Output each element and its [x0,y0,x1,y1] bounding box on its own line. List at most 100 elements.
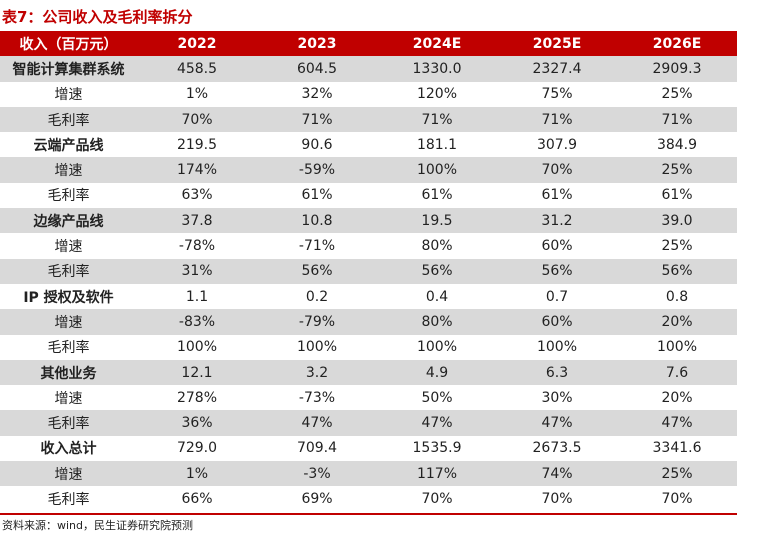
table-cell: 47% [497,410,617,436]
table-cell: 60% [541,238,573,255]
table-row: 毛利率 36% 47% 47% 47% 47% [0,410,737,436]
table-cell: 56% [497,258,617,284]
row-label: 智能计算集群系统 [0,56,137,82]
table-row: 增速 1% 32% 120% 75% 25% [0,82,737,107]
table-cell: 25% [661,238,693,255]
table-cell: -3% [257,461,377,487]
table-cell: 3.2 [257,359,377,386]
table-cell: 729.0 [176,440,218,457]
table-cell: 6.3 [497,359,617,386]
table-cell: 61% [301,187,333,204]
table-cell: 63% [181,187,213,204]
table-cell: 75% [541,86,573,103]
table-cell: 1330.0 [377,56,497,82]
table-cell: 1% [137,461,257,487]
table-cell: 12.1 [137,359,257,386]
table-cell: 10.8 [257,208,377,234]
table-row: 其他业务 12.1 3.2 4.9 6.3 7.6 [0,359,737,386]
table-cell: -73% [298,389,336,406]
table-cell: 2909.3 [617,56,737,82]
table-cell: 100% [536,339,578,356]
table-cell: 384.9 [656,136,698,153]
table-cell: 61% [661,187,693,204]
table-cell: 70% [421,490,453,507]
table-cell: 74% [497,461,617,487]
table-cell: 80% [377,309,497,335]
row-label: 增速 [0,461,137,487]
table-cell: 90.6 [301,136,333,153]
table-cell: 61% [541,187,573,204]
table-cell: 80% [421,238,453,255]
table-cell: 458.5 [137,56,257,82]
header-cell: 2026E [617,31,737,57]
row-label: 毛利率 [47,188,90,205]
table-cell: 50% [421,389,453,406]
table-cell: 36% [137,410,257,436]
row-label: 云端产品线 [33,137,104,154]
table-row: 智能计算集群系统 458.5 604.5 1330.0 2327.4 2909.3 [0,56,737,82]
table-cell: 100% [656,339,698,356]
row-label: 毛利率 [0,106,137,133]
table-cell: -71% [298,238,336,255]
header-row: 收入（百万元） 2022 2023 2024E 2025E 2026E [0,31,737,57]
table-cell: 100% [296,339,338,356]
table-cell: 56% [617,258,737,284]
table-cell: 47% [617,410,737,436]
table-cell: 120% [416,86,458,103]
table-cell: 0.8 [665,288,689,305]
table-cell: -59% [257,157,377,183]
header-cell: 2022 [137,31,257,57]
row-label: 边缘产品线 [0,208,137,234]
table-cell: 100% [377,157,497,183]
table-cell: 25% [617,157,737,183]
table-cell: 47% [257,410,377,436]
table-cell: 69% [301,490,333,507]
table-body: 智能计算集群系统 458.5 604.5 1330.0 2327.4 2909.3 增速 1%… [0,56,737,511]
table-cell: 30% [541,389,573,406]
table-cell: 3341.6 [652,440,702,457]
table-cell: 1% [185,86,209,103]
table-cell: 2327.4 [497,56,617,82]
revenue-margin-table: 收入（百万元） 2022 2023 2024E 2025E 2026E 智能计算… [0,31,737,512]
table-cell: 70% [497,157,617,183]
table-cell: 100% [176,339,218,356]
table-cell: 25% [661,86,693,103]
table-row: IP 授权及软件 1.1 0.2 0.4 0.7 0.8 [0,284,737,309]
table-cell: 4.9 [377,359,497,386]
table-cell: 19.5 [377,208,497,234]
table-cell: 39.0 [617,208,737,234]
table-cell: 0.2 [305,288,329,305]
table-row: 毛利率 70% 71% 71% 71% 71% [0,106,737,133]
header-cell: 收入（百万元） [0,31,137,57]
source-note: 资料来源：wind，民生证券研究院预测 [2,519,194,532]
table-cell: 174% [137,157,257,183]
table-cell: 1.1 [185,288,209,305]
table-row: 收入总计 729.0 709.4 1535.9 2673.5 3341.6 [0,436,737,461]
row-label: 增速 [54,239,83,256]
table-cell: 307.9 [536,136,578,153]
row-label: 其他业务 [0,359,137,386]
row-label: 增速 [54,390,83,407]
table-row: 增速 1% -3% 117% 74% 25% [0,461,737,487]
row-label: 增速 [0,309,137,335]
table-cell: 25% [617,461,737,487]
table-row: 边缘产品线 37.8 10.8 19.5 31.2 39.0 [0,208,737,234]
table-cell: 31% [137,258,257,284]
table-cell: 709.4 [296,440,338,457]
row-label: 毛利率 [0,410,137,436]
table-row: 增速 -78% -71% 80% 60% 25% [0,233,737,258]
table-row: 毛利率 100% 100% 100% 100% 100% [0,335,737,360]
table-cell: 219.5 [176,136,218,153]
table-cell: 70% [661,490,693,507]
table-cell: 0.4 [425,288,449,305]
table-cell: 70% [137,106,257,133]
table-row: 毛利率 66% 69% 70% 70% 70% [0,486,737,511]
table-cell: 32% [301,86,333,103]
table-cell: 71% [617,106,737,133]
table-cell: 117% [377,461,497,487]
table-row: 增速 278% -73% 50% 30% 20% [0,385,737,410]
table-row: 增速 -83% -79% 80% 60% 20% [0,309,737,335]
table-cell: 7.6 [617,359,737,386]
bottom-rule [0,513,737,515]
table-cell: 37.8 [137,208,257,234]
